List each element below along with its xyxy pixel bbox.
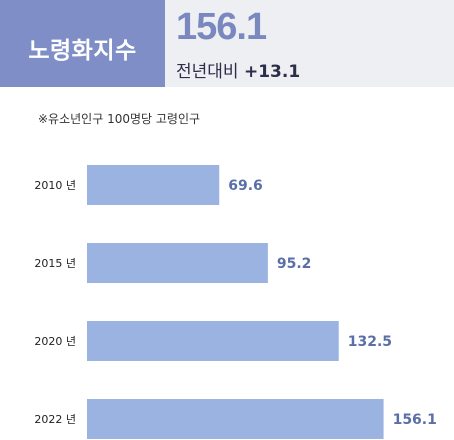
- category-label: 2010 년: [34, 179, 76, 192]
- page-title: 노령화지수: [28, 37, 137, 64]
- value-label: 69.6: [228, 178, 263, 194]
- value-label: 132.5: [348, 334, 392, 350]
- category-label: 2022 년: [34, 413, 76, 426]
- headline-value: 156.1: [176, 6, 267, 48]
- yoy-change-value: +13.1: [243, 62, 301, 82]
- yoy-change: 전년대비 +13.1: [176, 57, 300, 82]
- value-label: 95.2: [277, 256, 312, 272]
- category-label: 2015 년: [34, 257, 76, 270]
- chart-note: ※유소년인구 100명당 고령인구: [38, 112, 201, 126]
- bar: [87, 399, 384, 439]
- bar: [87, 321, 339, 361]
- bar: [87, 165, 220, 205]
- yoy-label: 전년대비: [176, 62, 239, 82]
- title-box: 노령화지수: [0, 0, 165, 87]
- value-label: 156.1: [393, 412, 437, 428]
- category-label: 2020 년: [34, 335, 76, 348]
- bar-chart: 2010 년 69.6 2015 년 95.2 2020 년 132.5 2022 년 156…: [34, 165, 437, 439]
- bar: [87, 243, 268, 283]
